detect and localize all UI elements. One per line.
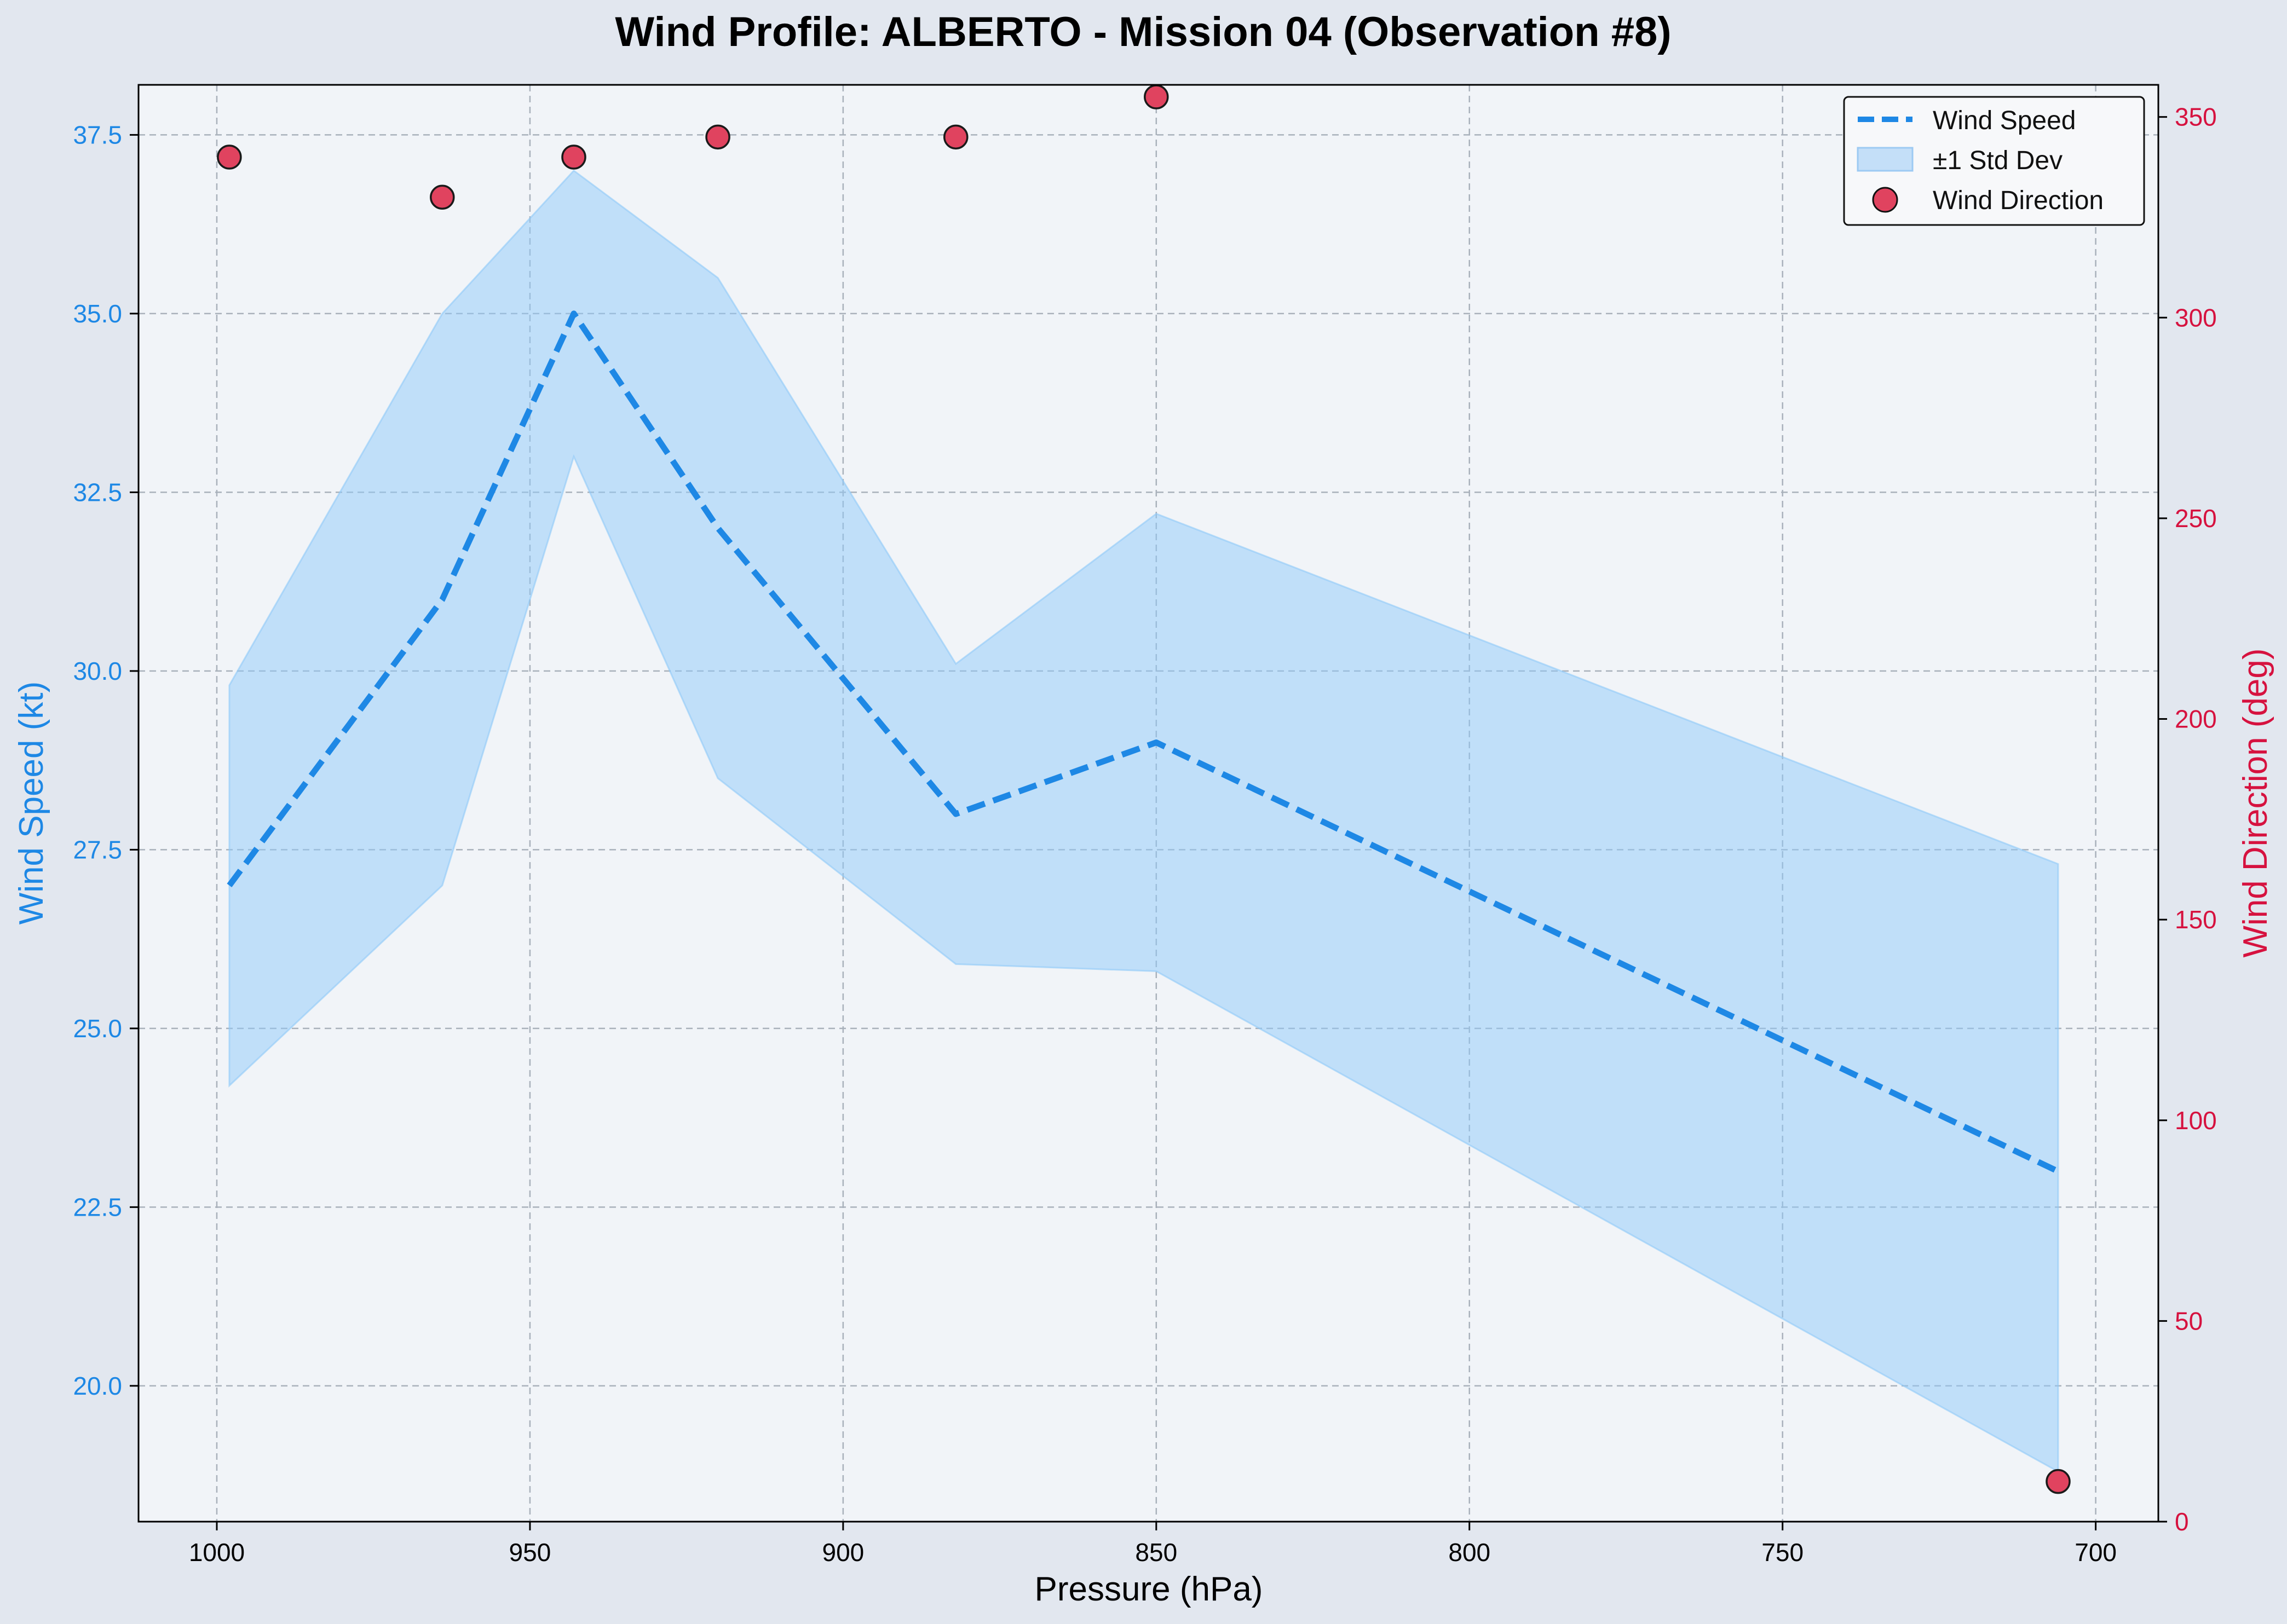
y-tick-label: 32.5 (73, 478, 122, 506)
y-tick-label: 27.5 (73, 835, 122, 864)
wind-direction-point (2046, 1469, 2071, 1494)
wind-direction-point (430, 184, 455, 210)
y2-tick-label: 250 (2175, 504, 2217, 533)
y2-axis-ticks: 0 50 100 150 200 250 300 350 (2158, 103, 2217, 1536)
x-tick-label: 850 (1135, 1538, 1177, 1567)
wind-direction-point (561, 145, 586, 170)
y-axis-label: Wind Speed (kt) (13, 681, 50, 925)
y2-tick-label: 100 (2175, 1106, 2217, 1135)
x-axis-label: Pressure (hPa) (1035, 1570, 1263, 1608)
x-tick-label: 1000 (189, 1538, 245, 1567)
x-tick-label: 800 (1448, 1538, 1490, 1567)
y-tick-label: 22.5 (73, 1193, 122, 1221)
wind-direction-points (217, 84, 2071, 1494)
legend: Wind Speed ±1 Std Dev Wind Direction (1843, 96, 2145, 226)
legend-std-dev-label: ±1 Std Dev (1933, 146, 2063, 175)
y2-tick-label: 50 (2175, 1307, 2203, 1335)
y2-tick-label: 0 (2175, 1507, 2189, 1536)
wind-direction-point (943, 124, 969, 150)
wind-direction-point (217, 145, 242, 170)
y-axis-ticks: 20.0 22.5 25.0 27.5 30.0 32.5 35.0 37.5 (73, 120, 139, 1400)
wind-speed-line (227, 310, 2060, 1175)
y-tick-label: 25.0 (73, 1014, 122, 1043)
wind-direction-point (1144, 84, 1169, 109)
wind-speed-series-line (227, 310, 2060, 1175)
legend-box (1843, 96, 2145, 226)
plot-frame (137, 84, 2159, 1523)
chart-title: Wind Profile: ALBERTO - Mission 04 (Obse… (615, 9, 1671, 55)
y2-tick-label: 350 (2175, 103, 2217, 131)
y2-tick-label: 200 (2175, 705, 2217, 733)
y-tick-label: 35.0 (73, 299, 122, 328)
legend-wind-speed-label: Wind Speed (1933, 106, 2076, 135)
legend-wind-direction-label: Wind Direction (1933, 186, 2104, 215)
y2-tick-label: 300 (2175, 303, 2217, 332)
legend-std-dev-swatch (1857, 147, 1914, 172)
wind-direction-point (705, 124, 730, 150)
y2-axis-label: Wind Direction (deg) (2237, 648, 2274, 957)
x-tick-label: 700 (2075, 1538, 2117, 1567)
legend-wind-direction-swatch (1872, 187, 1898, 213)
x-tick-label: 750 (1761, 1538, 1804, 1567)
y-tick-label: 30.0 (73, 657, 122, 685)
y-tick-label: 37.5 (73, 120, 122, 149)
y2-tick-label: 150 (2175, 905, 2217, 934)
x-tick-label: 950 (509, 1538, 551, 1567)
x-axis-ticks: 1000 950 900 850 800 750 700 (189, 1522, 2117, 1567)
x-tick-label: 900 (822, 1538, 864, 1567)
y-tick-label: 20.0 (73, 1372, 122, 1400)
